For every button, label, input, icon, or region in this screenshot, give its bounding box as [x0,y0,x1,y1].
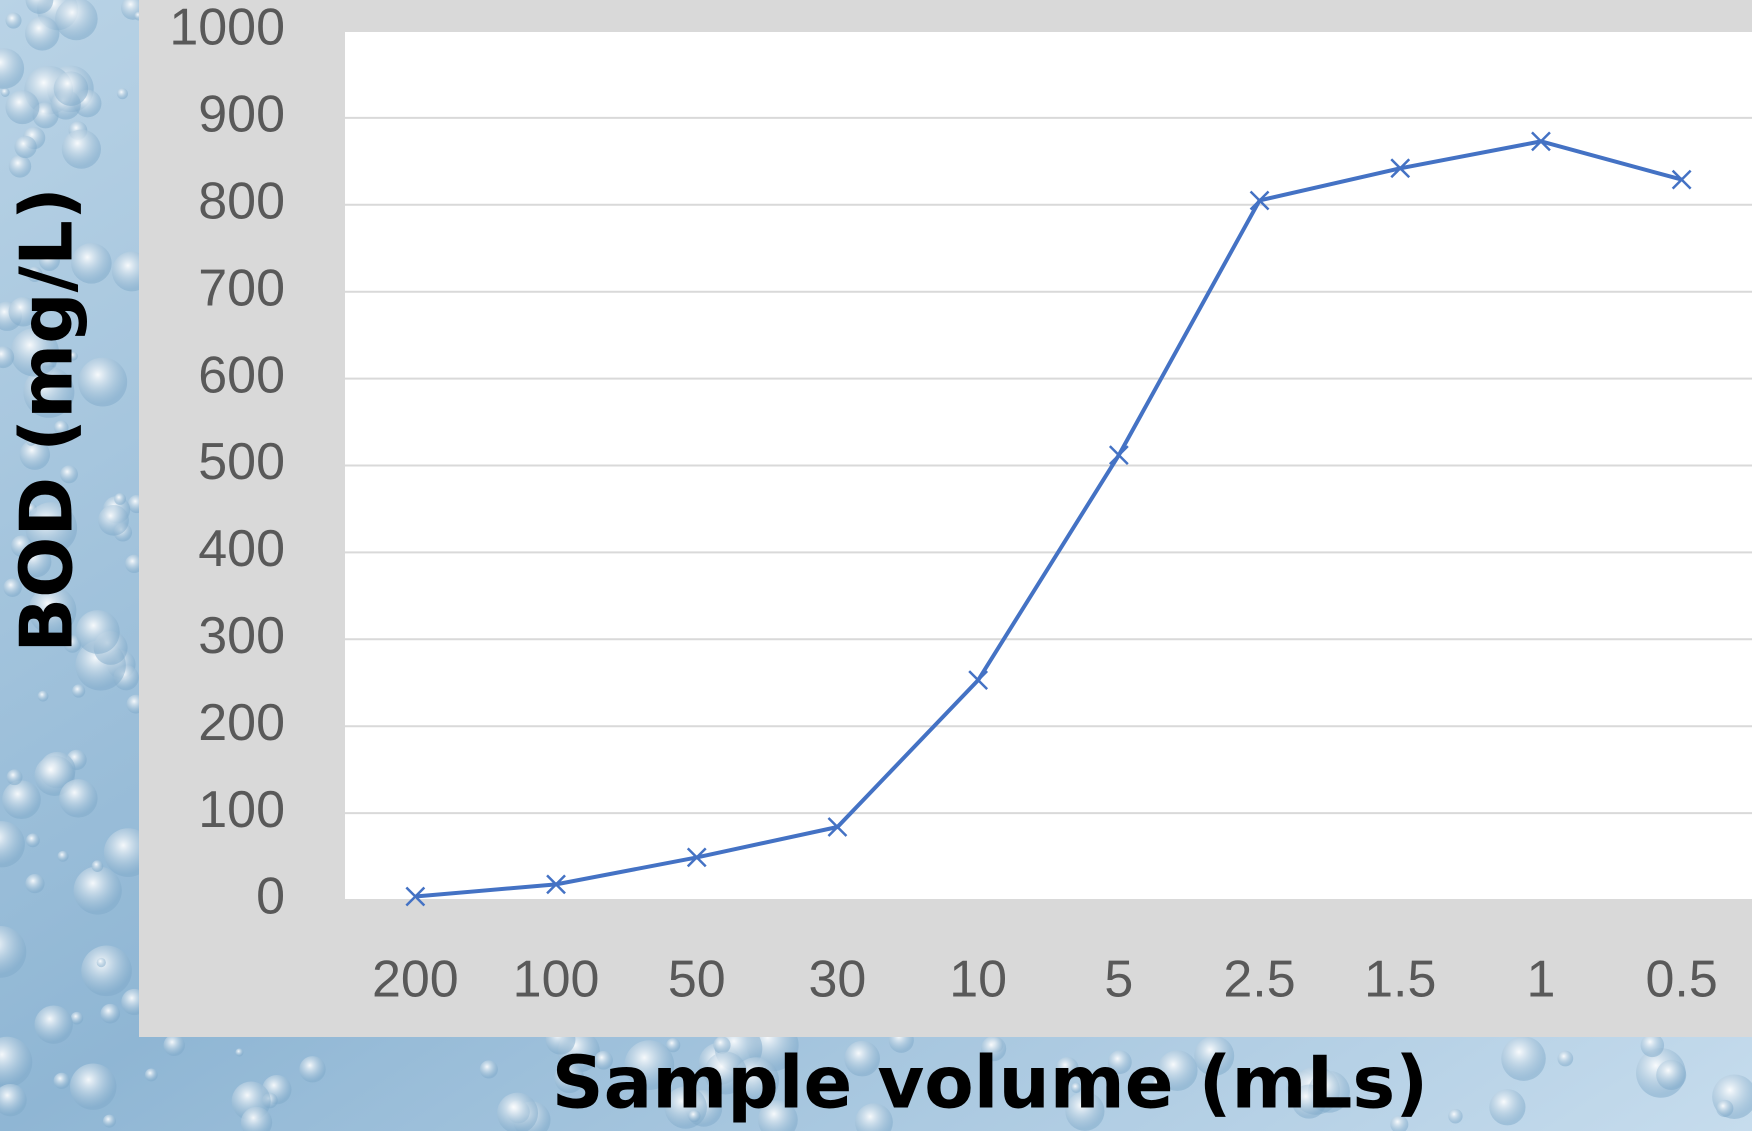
droplet [98,505,129,536]
x-tick-label: 100 [513,951,600,1009]
y-tick-label: 200 [198,694,285,752]
y-tick-label: 400 [198,520,285,578]
y-tick-label: 100 [198,781,285,839]
droplet [299,1056,325,1082]
x-tick-label: 10 [949,951,1007,1009]
droplet [235,1048,243,1056]
x-tick-label: 200 [372,951,459,1009]
droplet [5,90,39,124]
droplet [1716,1100,1733,1117]
y-tick-label: 300 [198,607,285,665]
x-axis-title: Sample volume (mLs) [552,1041,1428,1125]
droplet [103,1115,116,1128]
droplet [1501,1036,1546,1081]
chart: Sample volume (mLs) BOD (mg/L) 0 100 200 30… [0,0,1752,1131]
droplet [1489,1089,1525,1125]
droplet [9,155,31,177]
droplet [25,16,59,50]
droplet [54,1073,70,1089]
droplet [38,691,49,702]
y-tick-label: 1000 [169,0,285,57]
droplet [145,1069,158,1082]
x-tick-label: 2.5 [1223,951,1295,1009]
droplet [1641,1034,1665,1058]
y-axis-title: BOD (mg/L) [5,187,89,652]
droplet [164,1035,185,1056]
droplet [92,860,104,872]
droplet [114,493,126,505]
droplet [72,684,85,697]
x-tick-label: 50 [668,951,726,1009]
droplet [100,1004,120,1024]
droplet [1,88,10,97]
droplet [14,136,36,158]
droplet [1557,1051,1573,1067]
droplet [2,780,41,819]
x-tick-label: 30 [809,951,867,1009]
droplet [70,1063,116,1109]
y-tick-label: 700 [198,259,285,317]
droplet [26,833,40,847]
y-tick-label: 0 [256,868,285,926]
x-tick-label: 0.5 [1646,951,1718,1009]
y-tick-label: 800 [198,173,285,231]
droplet [1448,1109,1462,1123]
droplet [34,1005,72,1043]
droplet [54,71,89,106]
page: {"chart_data": {"type": "line", "x_label… [0,0,1752,1131]
y-tick-label: 500 [198,433,285,491]
y-tick-label: 600 [198,346,285,404]
y-tick-label: 900 [198,86,285,144]
droplet [1656,1060,1686,1090]
droplet [59,779,98,818]
droplet [6,13,22,29]
droplet [97,958,106,967]
droplet [25,874,44,893]
droplet [480,1060,498,1078]
x-tick-label: 1 [1526,951,1555,1009]
droplet [74,866,122,914]
droplet [117,88,128,99]
x-tick-label: 1.5 [1364,951,1436,1009]
droplet [58,851,69,862]
droplet [7,769,23,785]
droplet [62,130,101,169]
droplet [81,946,132,997]
x-tick-label: 5 [1104,951,1133,1009]
